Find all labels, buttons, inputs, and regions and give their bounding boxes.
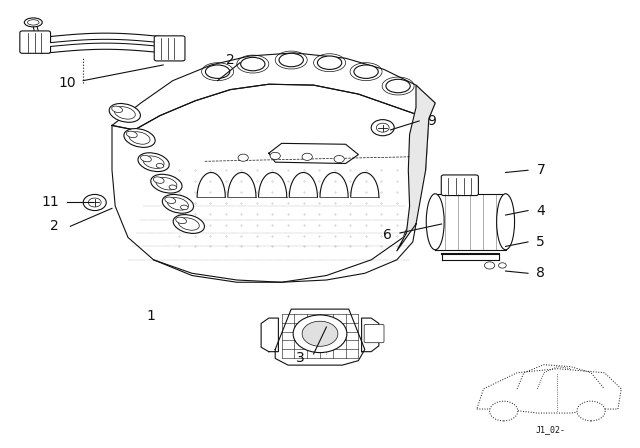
Polygon shape bbox=[112, 84, 429, 282]
Circle shape bbox=[293, 315, 347, 353]
Ellipse shape bbox=[151, 174, 182, 193]
Text: 9: 9 bbox=[428, 114, 436, 128]
Circle shape bbox=[484, 262, 495, 269]
Ellipse shape bbox=[24, 18, 42, 27]
Ellipse shape bbox=[154, 177, 164, 183]
Ellipse shape bbox=[165, 197, 175, 203]
Circle shape bbox=[371, 120, 394, 136]
Circle shape bbox=[238, 154, 248, 161]
Circle shape bbox=[83, 194, 106, 211]
Text: 7: 7 bbox=[536, 163, 545, 177]
Text: 10: 10 bbox=[58, 76, 76, 90]
Text: 4: 4 bbox=[536, 203, 545, 218]
Polygon shape bbox=[275, 309, 365, 365]
Circle shape bbox=[499, 263, 506, 268]
Text: 3: 3 bbox=[296, 351, 305, 366]
FancyBboxPatch shape bbox=[154, 36, 185, 61]
Circle shape bbox=[270, 152, 280, 159]
Ellipse shape bbox=[169, 185, 177, 190]
Ellipse shape bbox=[176, 217, 186, 224]
Ellipse shape bbox=[426, 194, 444, 250]
Ellipse shape bbox=[497, 194, 515, 250]
Ellipse shape bbox=[317, 56, 342, 69]
Ellipse shape bbox=[156, 177, 177, 190]
Ellipse shape bbox=[241, 57, 265, 71]
Ellipse shape bbox=[129, 132, 150, 144]
Polygon shape bbox=[269, 143, 358, 164]
Text: 2: 2 bbox=[226, 53, 235, 68]
Ellipse shape bbox=[386, 79, 410, 93]
Ellipse shape bbox=[115, 107, 135, 119]
Ellipse shape bbox=[156, 164, 164, 168]
Ellipse shape bbox=[354, 65, 378, 78]
Polygon shape bbox=[261, 318, 278, 352]
Polygon shape bbox=[435, 194, 506, 250]
Text: 5: 5 bbox=[536, 235, 545, 249]
Polygon shape bbox=[362, 318, 379, 352]
Ellipse shape bbox=[205, 65, 230, 78]
Ellipse shape bbox=[124, 129, 155, 147]
Ellipse shape bbox=[173, 215, 204, 233]
Polygon shape bbox=[397, 85, 435, 251]
Ellipse shape bbox=[179, 218, 199, 230]
Circle shape bbox=[376, 123, 389, 132]
Ellipse shape bbox=[180, 205, 188, 210]
Circle shape bbox=[577, 401, 605, 421]
Ellipse shape bbox=[168, 198, 188, 210]
FancyBboxPatch shape bbox=[364, 324, 384, 343]
Circle shape bbox=[334, 155, 344, 163]
Ellipse shape bbox=[279, 53, 303, 67]
Polygon shape bbox=[112, 53, 435, 130]
Text: 8: 8 bbox=[536, 266, 545, 280]
Ellipse shape bbox=[28, 20, 39, 25]
Ellipse shape bbox=[109, 103, 140, 122]
Circle shape bbox=[302, 321, 338, 346]
Text: 1: 1 bbox=[146, 309, 155, 323]
Circle shape bbox=[302, 153, 312, 160]
Ellipse shape bbox=[112, 106, 122, 112]
Ellipse shape bbox=[141, 155, 151, 162]
Ellipse shape bbox=[143, 156, 164, 168]
Ellipse shape bbox=[127, 131, 137, 138]
Circle shape bbox=[88, 198, 101, 207]
Text: 6: 6 bbox=[383, 228, 392, 242]
Ellipse shape bbox=[138, 153, 169, 172]
FancyBboxPatch shape bbox=[20, 31, 51, 53]
Text: 11: 11 bbox=[41, 195, 59, 210]
Text: 2: 2 bbox=[50, 219, 59, 233]
Ellipse shape bbox=[163, 194, 193, 213]
Text: J1_02-: J1_02- bbox=[536, 426, 566, 435]
FancyBboxPatch shape bbox=[442, 175, 479, 195]
Circle shape bbox=[490, 401, 518, 421]
